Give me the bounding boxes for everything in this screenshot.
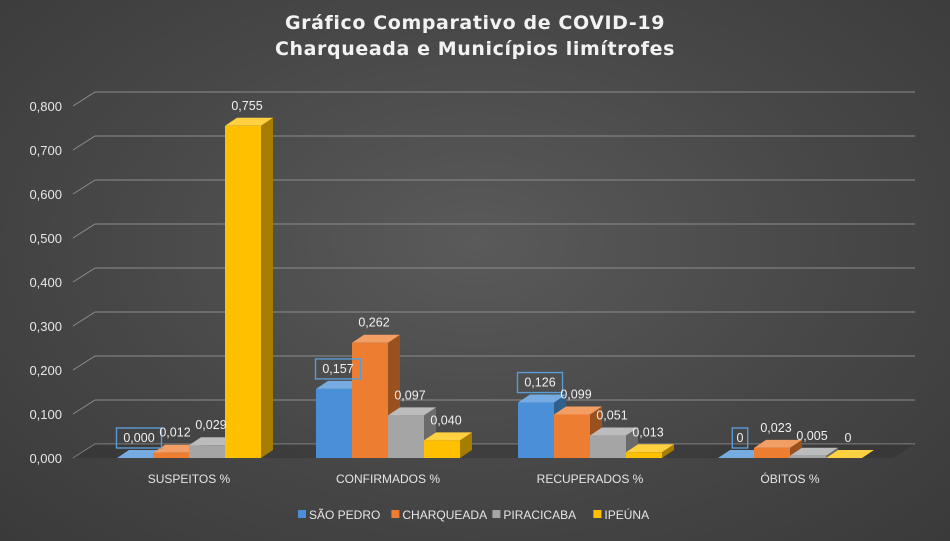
data-label: 0,023 bbox=[760, 421, 791, 435]
bar-front bbox=[754, 447, 790, 458]
gridline bbox=[72, 355, 915, 371]
bar bbox=[754, 439, 802, 458]
y-tick-label: 0,300 bbox=[29, 319, 62, 334]
y-tick-label: 0,500 bbox=[29, 231, 62, 246]
bar-top bbox=[754, 439, 802, 448]
legend-item: SÃO PEDRO bbox=[298, 508, 380, 522]
data-labels: 0,000 0,012 0,029 0,755 SUSPEITOS % 0,157 0,26… bbox=[115, 99, 852, 486]
x-tick-label: RECUPERADOS % bbox=[537, 472, 644, 486]
bar-top bbox=[554, 406, 602, 415]
bar-top bbox=[388, 407, 436, 416]
bars bbox=[117, 117, 874, 459]
bar bbox=[590, 427, 638, 458]
gridline bbox=[72, 179, 915, 195]
data-label: 0,000 bbox=[123, 431, 154, 445]
y-tick-label: 0,000 bbox=[29, 451, 62, 466]
legend-item: PIRACICABA bbox=[492, 508, 576, 522]
bar-top bbox=[424, 432, 472, 441]
legend-item: IPEÚNA bbox=[593, 507, 649, 522]
bar bbox=[424, 432, 472, 458]
bar-front bbox=[189, 445, 225, 458]
legend-label: CHARQUEADA bbox=[402, 508, 487, 522]
bar-top bbox=[790, 447, 838, 456]
bar-front bbox=[352, 342, 388, 458]
legend-swatch bbox=[391, 510, 400, 518]
gridline bbox=[72, 223, 915, 239]
bar-side bbox=[460, 432, 472, 458]
bar-front bbox=[424, 440, 460, 458]
legend-swatch bbox=[593, 510, 602, 518]
y-tick-label: 0,100 bbox=[29, 407, 62, 422]
gridline bbox=[72, 311, 915, 327]
data-label: 0,051 bbox=[596, 409, 627, 423]
data-label: 0 bbox=[737, 431, 744, 445]
data-label: 0,755 bbox=[231, 99, 262, 113]
y-tick-label: 0,600 bbox=[29, 187, 62, 202]
bar bbox=[826, 450, 874, 458]
gridline bbox=[72, 267, 915, 283]
bar-front bbox=[316, 388, 352, 458]
bar-front bbox=[225, 125, 261, 459]
bar-top bbox=[352, 334, 400, 343]
data-label: 0 bbox=[845, 431, 852, 445]
data-label: 0,013 bbox=[632, 425, 663, 439]
gridline bbox=[72, 91, 915, 107]
legend-label: IPEÚNA bbox=[604, 507, 649, 522]
data-label: 0,262 bbox=[358, 316, 389, 330]
gridline bbox=[72, 443, 915, 459]
data-label: 0,099 bbox=[560, 387, 591, 401]
bar-front bbox=[790, 455, 826, 458]
data-label: 0,029 bbox=[195, 418, 226, 432]
chart-title: Gráfico Comparativo de COVID-19 bbox=[284, 12, 666, 34]
bar-top bbox=[518, 394, 566, 403]
bar-side bbox=[662, 444, 674, 458]
data-label-box bbox=[731, 427, 749, 449]
gridlines: 0,000 0,100 0,200 0,300 0,400 0,500 0,600 0,700… bbox=[29, 91, 915, 466]
bar-top bbox=[626, 444, 674, 453]
legend-item: CHARQUEADA bbox=[391, 508, 487, 522]
data-label-box bbox=[314, 358, 362, 380]
bar-top bbox=[590, 427, 638, 436]
y-tick-label: 0,800 bbox=[29, 99, 62, 114]
gridline bbox=[72, 399, 915, 415]
bar-front bbox=[518, 402, 554, 458]
data-label: 0,097 bbox=[394, 388, 425, 402]
chart-floor bbox=[73, 444, 915, 458]
gridline bbox=[72, 135, 915, 151]
data-label-box bbox=[516, 371, 564, 394]
bar-front bbox=[626, 452, 662, 458]
bar-front bbox=[388, 415, 424, 458]
data-label: 0,012 bbox=[159, 426, 190, 440]
data-label: 0,040 bbox=[430, 413, 461, 427]
data-label-box bbox=[115, 427, 163, 449]
bar bbox=[225, 117, 273, 459]
bar-front bbox=[554, 414, 590, 458]
bar-side bbox=[261, 117, 273, 459]
legend: SÃO PEDRO CHARQUEADA PIRACICABA IPEÚNA bbox=[298, 507, 649, 522]
legend-swatch bbox=[492, 510, 501, 518]
bar-top bbox=[225, 117, 273, 126]
chart-subtitle: Charqueada e Municípios limítrofes bbox=[274, 38, 676, 60]
bar-side bbox=[790, 439, 802, 458]
bar-top bbox=[826, 450, 874, 458]
data-label: 0,126 bbox=[524, 376, 555, 390]
x-tick-label: ÓBITOS % bbox=[760, 471, 819, 486]
x-tick-label: CONFIRMADOS % bbox=[336, 472, 440, 486]
data-label: 0,005 bbox=[796, 429, 827, 443]
x-tick-label: SUSPEITOS % bbox=[148, 472, 231, 486]
legend-label: SÃO PEDRO bbox=[309, 508, 380, 522]
y-tick-label: 0,400 bbox=[29, 275, 62, 290]
bar-front bbox=[590, 435, 626, 458]
legend-swatch bbox=[298, 510, 306, 518]
bar bbox=[790, 447, 838, 458]
bar bbox=[626, 444, 674, 458]
bar-side bbox=[826, 447, 838, 458]
y-tick-label: 0,200 bbox=[29, 363, 62, 378]
y-tick-label: 0,700 bbox=[29, 143, 62, 158]
bar-front bbox=[153, 452, 189, 458]
data-label: 0,157 bbox=[322, 362, 353, 376]
legend-label: PIRACICABA bbox=[503, 508, 576, 522]
